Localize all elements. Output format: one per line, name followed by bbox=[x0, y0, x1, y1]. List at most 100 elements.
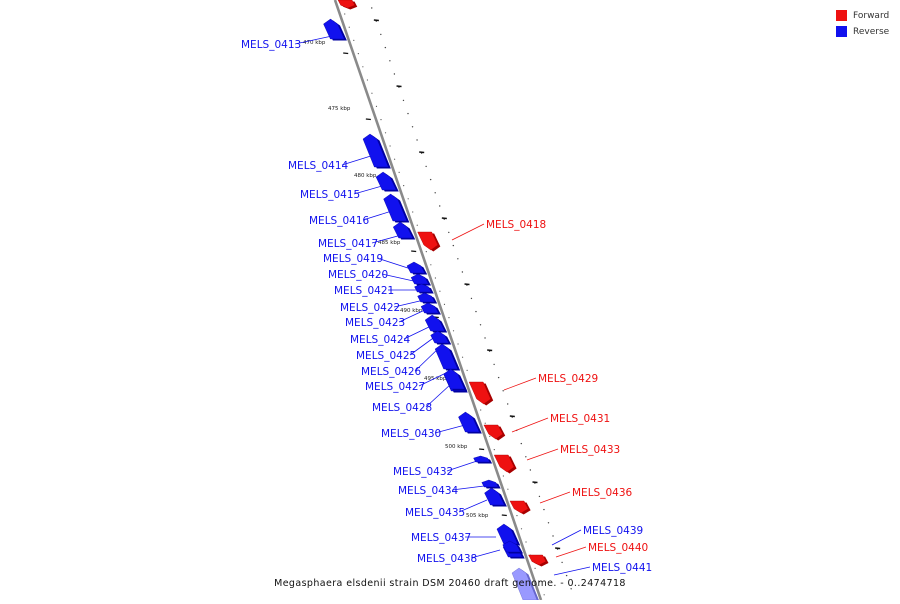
gene-mels-0430[interactable] bbox=[458, 411, 482, 434]
gene-mels-0435[interactable] bbox=[484, 487, 507, 507]
gene-label[interactable]: MELS_0429 bbox=[538, 373, 598, 385]
gene-mels-0425[interactable] bbox=[430, 330, 452, 345]
gene-arrow[interactable] bbox=[473, 455, 490, 463]
gene-arrow[interactable] bbox=[468, 381, 491, 405]
gene-label[interactable]: MELS_0426 bbox=[361, 366, 421, 378]
scale-dot bbox=[416, 139, 418, 141]
gene-label[interactable]: MELS_0428 bbox=[372, 402, 432, 414]
gene-mels-0432[interactable] bbox=[473, 455, 493, 464]
gene-label[interactable]: MELS_0427 bbox=[365, 381, 425, 393]
gene-arrow[interactable] bbox=[481, 479, 499, 488]
gene-mels-0433[interactable] bbox=[493, 454, 517, 474]
gene-arrow[interactable] bbox=[493, 454, 515, 473]
gene-label[interactable]: MELS_0413 bbox=[241, 39, 301, 51]
gene-label[interactable]: MELS_0423 bbox=[345, 317, 405, 329]
gene-label[interactable]: MELS_0422 bbox=[340, 302, 400, 314]
gene-arrow[interactable] bbox=[502, 540, 521, 553]
gene-label[interactable]: MELS_0415 bbox=[300, 189, 360, 201]
scale-dot bbox=[529, 469, 532, 471]
gene-mels-0436[interactable] bbox=[509, 500, 531, 515]
gene-mels-0415[interactable] bbox=[375, 171, 399, 192]
gene-mels-0439[interactable] bbox=[502, 540, 524, 554]
kbp-label: 480 kbp bbox=[354, 173, 377, 179]
leader-line bbox=[539, 491, 571, 504]
gene-label[interactable]: MELS_0430 bbox=[381, 428, 441, 440]
gene-labels[interactable]: MELS_0413 MELS_0414 MELS_0415 MELS_0416 MELS… bbox=[241, 39, 652, 574]
gene-label[interactable]: MELS_0434 bbox=[398, 485, 458, 497]
gene-label[interactable]: MELS_0424 bbox=[350, 334, 410, 346]
gene-mels-0417[interactable] bbox=[392, 221, 416, 240]
gene-arrow[interactable] bbox=[362, 133, 389, 168]
gene-arrow[interactable] bbox=[383, 193, 408, 222]
gene-mels-0431[interactable] bbox=[483, 424, 506, 441]
gene-mels-0419[interactable] bbox=[406, 261, 428, 275]
gene-arrow[interactable] bbox=[406, 261, 426, 274]
gene-arrow[interactable] bbox=[337, 0, 356, 9]
gene-label[interactable]: MELS_0440 bbox=[588, 542, 648, 554]
gene-mels-0421[interactable] bbox=[414, 283, 434, 294]
gene-arrow[interactable] bbox=[443, 368, 465, 390]
gene-arrow[interactable] bbox=[392, 221, 414, 239]
gene-arrow[interactable] bbox=[420, 302, 439, 314]
gene-label[interactable]: MELS_0437 bbox=[411, 532, 471, 544]
gene-arrow[interactable] bbox=[323, 18, 345, 40]
gene-label[interactable]: MELS_0421 bbox=[334, 285, 394, 297]
gene-mels-0414[interactable] bbox=[362, 133, 391, 169]
gene-arrow[interactable] bbox=[528, 554, 547, 566]
gene-label[interactable]: MELS_0432 bbox=[393, 466, 453, 478]
gene-label[interactable]: MELS_0417 bbox=[318, 238, 378, 250]
scale-dot bbox=[448, 231, 450, 234]
gene-mels-0418[interactable] bbox=[417, 231, 441, 252]
scale-dot bbox=[357, 53, 359, 55]
gene-arrow[interactable] bbox=[410, 273, 429, 285]
scale-dash bbox=[373, 19, 379, 22]
gene-label[interactable]: MELS_0431 bbox=[550, 413, 610, 425]
leader-line bbox=[294, 35, 333, 45]
gene-label[interactable]: MELS_0441 bbox=[592, 562, 652, 574]
gene-arrow[interactable] bbox=[509, 500, 529, 514]
gene-label[interactable]: MELS_0420 bbox=[328, 269, 388, 281]
scale-dot bbox=[371, 92, 373, 94]
gene-mels-0422[interactable] bbox=[417, 292, 438, 304]
gene-label[interactable]: MELS_0436 bbox=[572, 487, 632, 499]
scale-dot bbox=[538, 495, 541, 498]
scale-dot bbox=[407, 198, 409, 200]
gene-label[interactable]: MELS_0438 bbox=[417, 553, 477, 565]
gene-label[interactable]: MELS_0433 bbox=[560, 444, 620, 456]
scale-dot bbox=[470, 297, 473, 300]
kbp-label: 470 kbp bbox=[303, 40, 326, 46]
gene-label[interactable]: MELS_0439 bbox=[583, 525, 643, 537]
gene-arrow[interactable] bbox=[417, 231, 439, 251]
gene-arrow[interactable] bbox=[458, 411, 480, 433]
strand-legend: Forward Reverse bbox=[836, 8, 900, 40]
scale-dot bbox=[502, 390, 504, 392]
gene-mels-0423[interactable] bbox=[420, 302, 441, 315]
gene-arrow[interactable] bbox=[375, 171, 397, 191]
gene-label[interactable]: MELS_0425 bbox=[356, 350, 416, 362]
gene-mels-0413[interactable] bbox=[323, 18, 347, 41]
gene-arrow[interactable] bbox=[430, 330, 450, 344]
gene-mels-0412[interactable] bbox=[337, 0, 358, 10]
gene-arrow[interactable] bbox=[484, 487, 505, 506]
gene-label[interactable]: MELS_0414 bbox=[288, 160, 348, 172]
gene-mels-0416[interactable] bbox=[383, 193, 410, 223]
gene-label[interactable]: MELS_0419 bbox=[323, 253, 383, 265]
scale-dot bbox=[502, 475, 504, 477]
gene-arrow[interactable] bbox=[483, 424, 503, 440]
scale-dot bbox=[452, 244, 455, 247]
gene-label[interactable]: MELS_0416 bbox=[309, 215, 369, 227]
gene-features[interactable] bbox=[323, 0, 549, 602]
gene-label[interactable]: MELS_0418 bbox=[486, 219, 546, 231]
gene-mels-0428[interactable] bbox=[443, 368, 468, 391]
gene-label[interactable]: MELS_0435 bbox=[405, 507, 465, 519]
gene-mels-0429[interactable] bbox=[468, 381, 494, 406]
gene-mels-0420[interactable] bbox=[410, 273, 432, 286]
gene-mels-0434[interactable] bbox=[481, 479, 501, 489]
gene-mels-0424[interactable] bbox=[424, 314, 448, 333]
leader-line bbox=[446, 459, 481, 472]
gene-arrow[interactable] bbox=[417, 292, 436, 303]
gene-mels-0440[interactable] bbox=[528, 554, 549, 567]
gene-arrow[interactable] bbox=[414, 283, 432, 293]
